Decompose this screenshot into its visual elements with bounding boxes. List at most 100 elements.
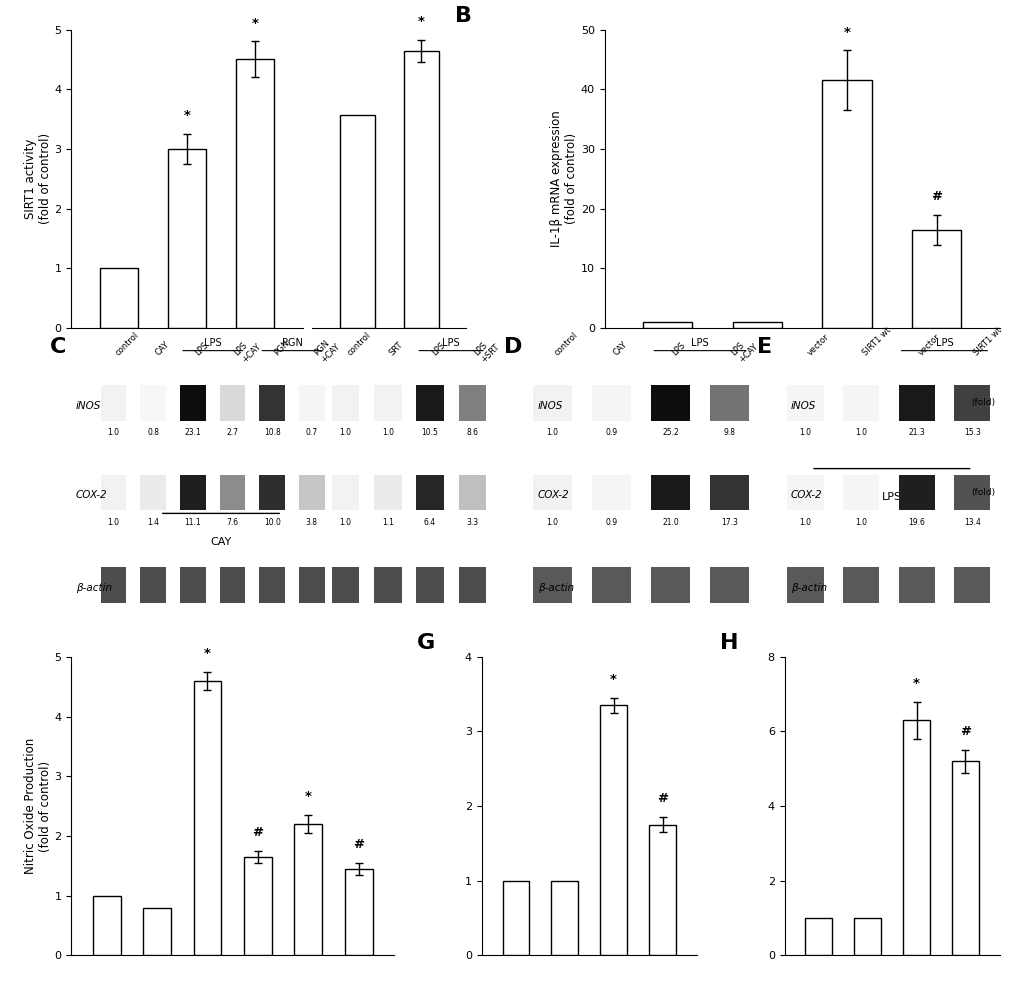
Text: 19.6: 19.6	[907, 518, 924, 527]
Bar	[374, 567, 401, 603]
Text: E: E	[756, 337, 771, 358]
Text: #: #	[959, 725, 970, 738]
Text: SIRT1 wt: SIRT1 wt	[971, 325, 1003, 357]
Text: 11.1: 11.1	[184, 518, 201, 527]
Text: 10.5: 10.5	[421, 428, 438, 437]
Text: *: *	[252, 17, 258, 30]
Text: (fold): (fold)	[970, 488, 995, 497]
Text: 23.1: 23.1	[184, 428, 201, 437]
Bar	[592, 475, 630, 510]
Text: LPS: LPS	[691, 338, 708, 348]
Text: G: G	[417, 633, 435, 653]
Text: LPS: LPS	[442, 338, 460, 348]
Text: COX-2: COX-2	[790, 491, 821, 500]
Text: 1.0: 1.0	[799, 428, 811, 437]
Bar	[141, 385, 166, 421]
Bar	[953, 385, 989, 421]
Text: *: *	[183, 109, 191, 122]
Bar	[93, 895, 120, 955]
Bar	[709, 385, 748, 421]
Text: 0.9: 0.9	[605, 428, 616, 437]
Bar	[592, 567, 630, 603]
Text: *: *	[912, 677, 919, 690]
Text: PGN: PGN	[272, 338, 291, 357]
Text: LPS
+CAY: LPS +CAY	[729, 335, 759, 364]
Text: 3.8: 3.8	[306, 518, 318, 527]
Bar	[651, 385, 689, 421]
Bar	[100, 269, 138, 328]
Text: control: control	[552, 330, 579, 357]
Bar	[502, 881, 529, 955]
Text: 17.3: 17.3	[720, 518, 738, 527]
Bar	[709, 567, 748, 603]
Text: 1.4: 1.4	[147, 518, 159, 527]
Text: 0.8: 0.8	[147, 428, 159, 437]
Bar	[101, 385, 126, 421]
Bar	[374, 385, 401, 421]
Bar	[101, 567, 126, 603]
Bar	[244, 857, 271, 955]
Text: *: *	[305, 790, 312, 803]
Text: β-actin: β-actin	[790, 583, 826, 593]
Bar	[551, 881, 578, 955]
Text: 21.3: 21.3	[907, 428, 924, 437]
Bar	[459, 385, 485, 421]
Text: B: B	[454, 6, 471, 26]
Bar	[911, 230, 961, 328]
Text: LPS: LPS	[934, 338, 953, 348]
Bar	[344, 869, 372, 955]
Bar	[219, 567, 246, 603]
Bar	[642, 322, 692, 328]
Text: 1.0: 1.0	[381, 428, 393, 437]
Bar	[299, 475, 324, 510]
Bar	[236, 59, 273, 328]
Text: 8.6: 8.6	[466, 428, 478, 437]
Bar	[842, 385, 878, 421]
Text: LPS
+SRT: LPS +SRT	[472, 335, 501, 364]
Bar	[599, 705, 627, 955]
Text: 1.0: 1.0	[107, 428, 119, 437]
Text: 1.0: 1.0	[339, 518, 352, 527]
Bar	[141, 475, 166, 510]
Text: β-actin: β-actin	[75, 583, 112, 593]
Y-axis label: SIRT1 activity
(fold of control): SIRT1 activity (fold of control)	[23, 133, 52, 225]
Y-axis label: Nitric Oxide Production
(fold of control): Nitric Oxide Production (fold of control…	[23, 738, 52, 875]
Bar	[651, 567, 689, 603]
Text: iNOS: iNOS	[75, 401, 101, 411]
Bar	[648, 824, 676, 955]
Text: #: #	[252, 826, 263, 839]
Bar	[842, 567, 878, 603]
Bar	[853, 918, 880, 955]
Bar	[259, 385, 285, 421]
Text: iNOS: iNOS	[537, 401, 562, 411]
Text: (μM): (μM)	[221, 492, 245, 502]
Text: control: control	[113, 330, 141, 357]
Text: 1.0: 1.0	[339, 428, 352, 437]
Text: #: #	[656, 792, 667, 806]
Bar	[219, 475, 246, 510]
Bar	[331, 385, 359, 421]
Bar	[787, 475, 822, 510]
Bar	[374, 475, 401, 510]
Text: 0.9: 0.9	[605, 518, 616, 527]
Text: CAY: CAY	[610, 339, 629, 357]
Bar	[953, 475, 989, 510]
Text: β-actin: β-actin	[537, 583, 573, 593]
Text: 9.8: 9.8	[722, 428, 735, 437]
Bar	[143, 907, 171, 955]
Bar	[179, 385, 206, 421]
Bar	[194, 681, 221, 955]
Text: 15.3: 15.3	[963, 428, 979, 437]
Bar	[101, 475, 126, 510]
Bar	[951, 761, 978, 955]
Text: (fold): (fold)	[970, 398, 995, 408]
Text: *: *	[418, 16, 425, 29]
Bar	[842, 475, 878, 510]
Text: *: *	[843, 26, 850, 38]
Text: #: #	[353, 838, 364, 851]
Bar	[331, 475, 359, 510]
Text: 10.8: 10.8	[264, 428, 280, 437]
Text: 13.4: 13.4	[963, 518, 979, 527]
Bar	[805, 918, 832, 955]
Text: 6.4: 6.4	[424, 518, 436, 527]
